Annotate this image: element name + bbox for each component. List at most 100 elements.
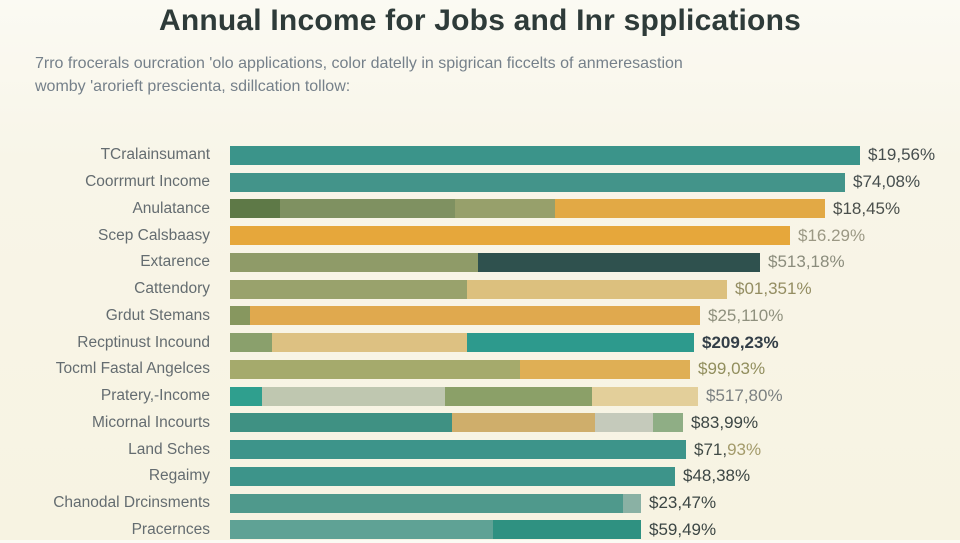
bar [230, 173, 845, 192]
chart-subtitle: 7rro frocerals ourcration 'olo applicati… [35, 52, 915, 98]
bar-value: $83,99% [691, 413, 758, 433]
bar-value: $99,03% [698, 359, 765, 379]
bar-value-part: $517,80% [706, 386, 783, 405]
bar-segment [272, 333, 467, 352]
bar-value-part: $513,18% [768, 252, 845, 271]
chart-subtitle-line1: 7rro frocerals ourcration 'olo applicati… [35, 52, 915, 75]
bar-segment [230, 360, 520, 379]
chart-row: Tocml Fastal Angelces $99,03% [0, 356, 960, 383]
bar-value-part: 93% [727, 440, 761, 459]
bar-value: $18,45% [833, 199, 900, 219]
bar-segment [262, 387, 445, 406]
chart-row: Grdut Stemans $25,110% [0, 303, 960, 330]
chart-header: Annual Income for Jobs and Inr spplicati… [0, 0, 960, 98]
chart-row: Chanodal Drcinsments $23,47% [0, 490, 960, 517]
bar-label: Land Sches [0, 441, 210, 459]
bar-value: $59,49% [649, 520, 716, 540]
bar-value-part: $209,23% [702, 333, 779, 352]
bar-value: $48,38% [683, 466, 750, 486]
bar-value-part: $48,38% [683, 466, 750, 485]
bar-segment [230, 226, 790, 245]
bar [230, 226, 790, 245]
bar-value-part: $25,110% [708, 306, 783, 325]
bar-label: Pracernces [0, 521, 210, 539]
bar-chart: TCralainsumant $19,56% Coorrmurt Income $74… [0, 142, 960, 543]
bar-value-part: $83,99% [691, 413, 758, 432]
bar-label: Micornal Incourts [0, 414, 210, 432]
bar-label: Extarence [0, 253, 210, 271]
chart-row: Extarence $513,18% [0, 249, 960, 276]
bar-segment [230, 387, 262, 406]
bar-value: $16.29% [798, 226, 865, 246]
bar-segment [280, 199, 455, 218]
chart-row: TCralainsumant $19,56% [0, 142, 960, 169]
bar-segment [467, 280, 727, 299]
bar-label: TCralainsumant [0, 146, 210, 164]
bar-segment [230, 333, 272, 352]
bar-segment [455, 199, 555, 218]
bar-label: Grdut Stemans [0, 307, 210, 325]
bar-segment [230, 146, 860, 165]
bar [230, 253, 760, 272]
chart-title: Annual Income for Jobs and Inr spplicati… [0, 4, 960, 38]
bar-segment [555, 199, 825, 218]
bar-value: $517,80% [706, 386, 783, 406]
bar-segment [250, 306, 700, 325]
bar-value: $01,351% [735, 279, 812, 299]
bar-label: Regaimy [0, 467, 210, 485]
chart-row: Scep Calsbaasy $16.29% [0, 222, 960, 249]
bar-value-part: $99,03% [698, 359, 765, 378]
bar-value: $209,23% [702, 333, 779, 353]
bar [230, 387, 698, 406]
bar-segment [520, 360, 690, 379]
bar-label: Chanodal Drcinsments [0, 494, 210, 512]
bar [230, 440, 686, 459]
chart-row: Pratery,-Income $517,80% [0, 383, 960, 410]
bar-label: Coorrmurt Income [0, 173, 210, 191]
bar-label: Pratery,-Income [0, 387, 210, 405]
bar-value-part: $19,56% [868, 145, 935, 164]
bar-segment [230, 440, 686, 459]
bar [230, 413, 683, 432]
chart-row: Land Sches $71,93% [0, 436, 960, 463]
bar-value: $74,08% [853, 172, 920, 192]
bar-segment [595, 413, 653, 432]
chart-row: Micornal Incourts $83,99% [0, 410, 960, 437]
bar-label: Recptinust Incound [0, 334, 210, 352]
bar [230, 306, 700, 325]
bar-value-part: $59,49% [649, 520, 716, 539]
bar-value: $23,47% [649, 493, 716, 513]
bar-value: $25,110% [708, 306, 783, 326]
bar [230, 199, 825, 218]
bar-value: $513,18% [768, 252, 845, 272]
bar-segment [653, 413, 683, 432]
bar-segment [230, 280, 467, 299]
bar-label: Tocml Fastal Angelces [0, 360, 210, 378]
bar-segment [230, 306, 250, 325]
bar-value-part: $23,47% [649, 493, 716, 512]
chart-row: Coorrmurt Income $74,08% [0, 169, 960, 196]
chart-subtitle-line2: womby 'arorieft prescienta, sdillcation … [35, 75, 915, 98]
bar-segment [230, 467, 675, 486]
bar-segment [230, 413, 452, 432]
bar-segment [230, 173, 845, 192]
chart-row: Pracernces $59,49% [0, 517, 960, 543]
bar-label: Anulatance [0, 200, 210, 218]
bar-segment [445, 387, 592, 406]
bar-value-part: $74,08% [853, 172, 920, 191]
bar [230, 280, 727, 299]
bar [230, 520, 641, 539]
bar-segment [592, 387, 698, 406]
bar-value-part: $71, [694, 440, 727, 459]
bar-segment [623, 494, 641, 513]
bar-segment [493, 520, 641, 539]
chart-row: Anulatance $18,45% [0, 196, 960, 223]
bar [230, 467, 675, 486]
bar [230, 494, 641, 513]
bar-label: Scep Calsbaasy [0, 227, 210, 245]
bar-value-part: $16.29% [798, 226, 865, 245]
bar [230, 333, 694, 352]
bar-segment [230, 199, 280, 218]
bar-segment [452, 413, 595, 432]
bar [230, 146, 860, 165]
